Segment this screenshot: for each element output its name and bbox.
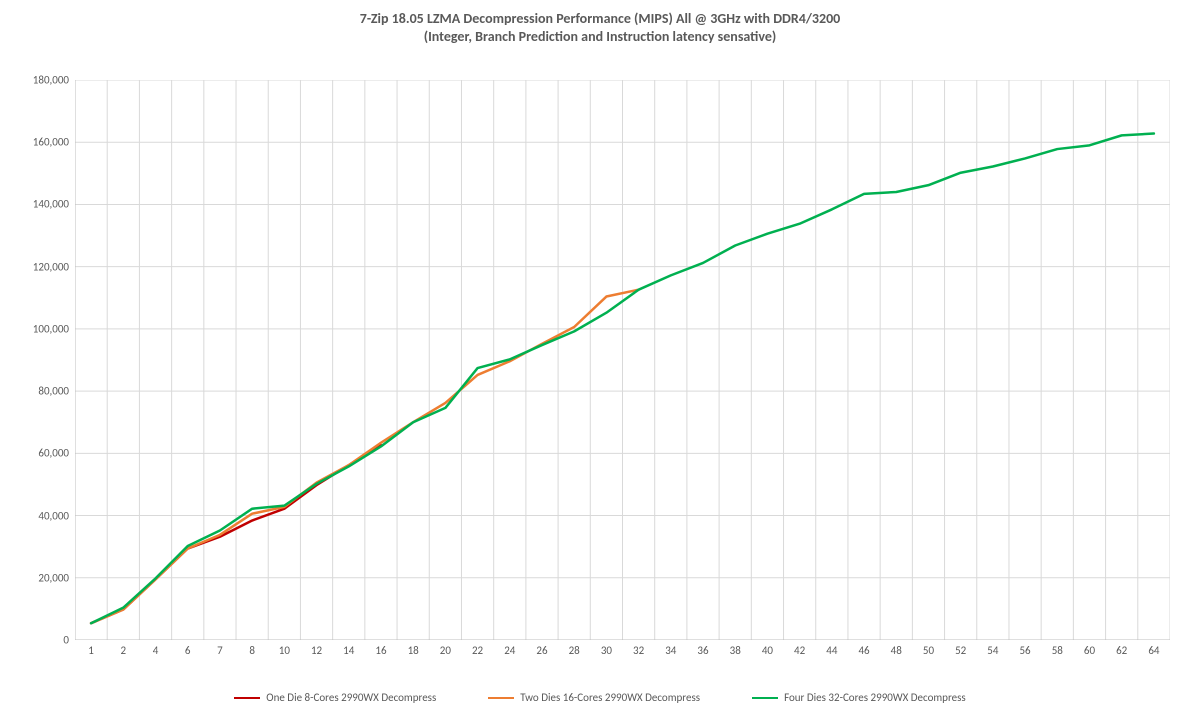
x-tick-label: 42 (794, 640, 805, 657)
x-tick-label: 48 (891, 640, 902, 657)
chart-title-line1: 7-Zip 18.05 LZMA Decompression Performan… (0, 10, 1200, 28)
x-tick-label: 50 (923, 640, 934, 657)
x-tick-label: 14 (343, 640, 354, 657)
legend-item-2: Four Dies 32-Cores 2990WX Decompress (752, 691, 966, 704)
x-tick-label: 18 (408, 640, 419, 657)
x-tick-label: 38 (730, 640, 741, 657)
y-tick-label: 160,000 (33, 136, 75, 149)
x-tick-label: 16 (375, 640, 386, 657)
legend-swatch-icon (488, 697, 514, 699)
plot-svg (75, 80, 1170, 640)
x-tick-label: 60 (1084, 640, 1095, 657)
y-tick-label: 60,000 (38, 447, 75, 460)
x-tick-label: 22 (472, 640, 483, 657)
legend-label: Four Dies 32-Cores 2990WX Decompress (784, 691, 966, 704)
x-tick-label: 54 (987, 640, 998, 657)
x-tick-label: 24 (504, 640, 515, 657)
x-tick-label: 36 (697, 640, 708, 657)
x-tick-label: 46 (858, 640, 869, 657)
y-tick-label: 180,000 (33, 74, 75, 87)
x-tick-label: 10 (279, 640, 290, 657)
x-tick-label: 64 (1148, 640, 1159, 657)
legend: One Die 8-Cores 2990WX Decompress Two Die… (0, 689, 1200, 705)
x-tick-label: 32 (633, 640, 644, 657)
x-tick-label: 20 (440, 640, 451, 657)
x-tick-label: 7 (217, 640, 223, 657)
y-tick-label: 140,000 (33, 198, 75, 211)
chart-title-line2: (Integer, Branch Prediction and Instruct… (0, 28, 1200, 46)
x-tick-label: 6 (185, 640, 191, 657)
x-tick-label: 30 (601, 640, 612, 657)
y-tick-label: 40,000 (38, 509, 75, 522)
x-tick-label: 12 (311, 640, 322, 657)
y-tick-label: 20,000 (38, 571, 75, 584)
plot-area: 020,00040,00060,00080,000100,000120,0001… (75, 80, 1170, 640)
x-tick-label: 58 (1052, 640, 1063, 657)
x-tick-label: 28 (569, 640, 580, 657)
x-tick-label: 1 (88, 640, 94, 657)
legend-label: One Die 8-Cores 2990WX Decompress (266, 691, 436, 704)
legend-item-0: One Die 8-Cores 2990WX Decompress (234, 691, 436, 704)
x-tick-label: 2 (121, 640, 127, 657)
x-tick-label: 62 (1116, 640, 1127, 657)
x-tick-label: 8 (249, 640, 255, 657)
legend-item-1: Two Dies 16-Cores 2990WX Decompress (488, 691, 700, 704)
chart-title: 7-Zip 18.05 LZMA Decompression Performan… (0, 10, 1200, 45)
x-tick-label: 44 (826, 640, 837, 657)
x-tick-label: 26 (536, 640, 547, 657)
x-tick-label: 56 (1019, 640, 1030, 657)
y-tick-label: 80,000 (38, 385, 75, 398)
chart-container: 7-Zip 18.05 LZMA Decompression Performan… (0, 0, 1200, 720)
x-tick-label: 40 (762, 640, 773, 657)
x-tick-label: 4 (153, 640, 159, 657)
x-tick-label: 34 (665, 640, 676, 657)
y-tick-label: 120,000 (33, 260, 75, 273)
legend-swatch-icon (752, 697, 778, 699)
x-tick-label: 52 (955, 640, 966, 657)
y-tick-label: 100,000 (33, 322, 75, 335)
legend-label: Two Dies 16-Cores 2990WX Decompress (520, 691, 700, 704)
legend-swatch-icon (234, 697, 260, 699)
y-tick-label: 0 (63, 634, 75, 647)
